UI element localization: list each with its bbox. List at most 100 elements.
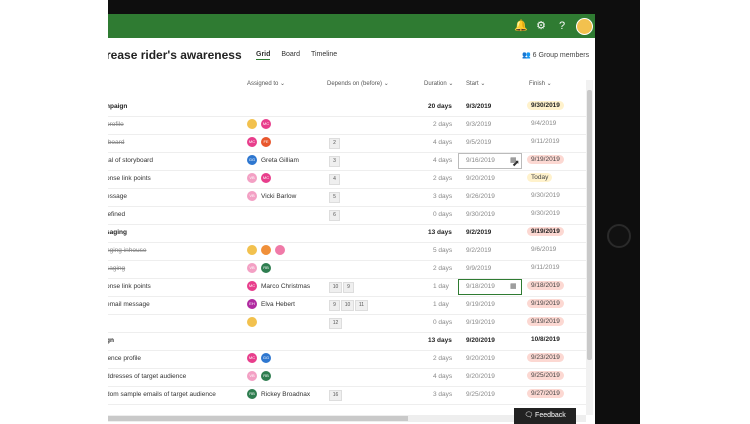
dependency-chip[interactable]: 9 <box>329 300 340 311</box>
start-date-picker[interactable]: ▦ <box>458 153 522 169</box>
start-date[interactable]: 9/19/2019 <box>466 319 495 326</box>
assignee-avatar[interactable] <box>247 245 257 255</box>
dependency-chip[interactable]: 10 <box>329 282 342 293</box>
column-header-finish[interactable]: Finish ⌄ <box>529 81 552 87</box>
start-date[interactable]: 9/20/2019 <box>466 337 495 344</box>
task-name[interactable]: onse link points <box>108 283 151 290</box>
tab-board[interactable]: Board <box>281 51 301 58</box>
column-header-duration[interactable]: Duration ⌄ <box>424 81 454 87</box>
start-date[interactable]: 9/30/2019 <box>466 211 495 218</box>
duration-value[interactable]: 2 days <box>433 265 453 272</box>
help-icon[interactable]: ? <box>558 20 566 32</box>
task-name[interactable]: npaign <box>108 103 128 110</box>
task-name[interactable]: dom sample emails of target audience <box>108 391 216 398</box>
table-row[interactable]: gn 13 days 9/20/2019 10/8/2019 <box>108 332 586 351</box>
duration-value[interactable]: 4 days <box>433 157 453 164</box>
assignee-avatar[interactable]: EH <box>247 299 257 309</box>
user-avatar[interactable] <box>576 18 593 35</box>
assignee-avatar[interactable]: MC <box>247 281 257 291</box>
table-row[interactable]: ral of storyboard GG Greta Gilliam 3 4 days ▦… <box>108 152 586 171</box>
tab-grid[interactable]: Grid <box>256 51 271 60</box>
start-date[interactable]: 9/20/2019 <box>466 373 495 380</box>
column-header-assigned[interactable]: Assigned to ⌄ <box>247 81 286 87</box>
start-date-picker[interactable]: ▦ <box>458 279 522 295</box>
assignee-avatar[interactable]: RB <box>247 389 257 399</box>
start-date[interactable]: 9/19/2019 <box>466 301 495 308</box>
finish-date[interactable]: 9/23/2019 <box>527 353 564 362</box>
column-header-start[interactable]: Start ⌄ <box>466 81 486 87</box>
duration-value[interactable]: 0 days <box>433 319 453 326</box>
finish-date[interactable]: 9/11/2019 <box>531 138 560 145</box>
assignee-avatar[interactable]: MC <box>261 119 271 129</box>
assignee-avatar[interactable]: RB <box>261 371 271 381</box>
task-name[interactable]: ddresses of target audience <box>108 373 187 380</box>
assignee-avatar[interactable]: MC <box>247 353 257 363</box>
dependency-chip[interactable]: 5 <box>329 192 340 203</box>
table-row[interactable]: email message EH Elva Hebert 9 10 11 1 day 9/19… <box>108 296 586 315</box>
finish-date[interactable]: 9/30/2019 <box>531 192 560 199</box>
assignee-avatar[interactable]: RB <box>261 263 271 273</box>
task-name[interactable]: saging <box>108 265 126 272</box>
table-row[interactable]: onse link points VB MC 4 2 days 9/20/2019 Toda… <box>108 170 586 189</box>
finish-date[interactable]: 9/18/2019 <box>527 281 564 290</box>
start-date[interactable]: 9/16/2019 <box>466 157 495 164</box>
table-row[interactable]: saging 13 days 9/2/2019 9/19/2019 <box>108 224 586 243</box>
assignee-avatar[interactable] <box>275 245 285 255</box>
finish-date[interactable]: 9/30/2019 <box>531 210 560 217</box>
dependency-chip[interactable]: 10 <box>341 300 354 311</box>
dependency-chip[interactable]: 6 <box>329 210 340 221</box>
table-row[interactable]: saging VB RB 2 days 9/9/2019 9/11/2019 <box>108 260 586 279</box>
duration-value[interactable]: 3 days <box>433 391 453 398</box>
group-members-button[interactable]: 👥 6 Group members <box>522 51 589 59</box>
finish-date[interactable]: 9/19/2019 <box>527 155 564 164</box>
table-row[interactable]: ddresses of target audience VB RB 4 days 9/2… <box>108 368 586 387</box>
task-name[interactable]: gn <box>108 337 114 344</box>
duration-value[interactable]: 0 days <box>433 211 453 218</box>
tab-timeline[interactable]: Timeline <box>310 51 338 58</box>
calendar-icon[interactable]: ▦ <box>510 157 517 164</box>
table-row[interactable]: ience profile MC GG 2 days 9/20/2019 9/23/201… <box>108 350 586 369</box>
table-row[interactable]: lefined 6 0 days 9/30/2019 9/30/2019 <box>108 206 586 225</box>
duration-value[interactable]: 4 days <box>433 373 453 380</box>
assignee-avatar[interactable]: MC <box>247 137 257 147</box>
duration-value[interactable]: 5 days <box>433 247 453 254</box>
table-row[interactable]: onse link points MC Marco Christmas 10 9 1 da… <box>108 278 586 297</box>
duration-value[interactable]: 2 days <box>433 121 453 128</box>
finish-date[interactable]: 9/4/2019 <box>531 120 557 127</box>
start-date[interactable]: 9/2/2019 <box>466 229 492 236</box>
duration-value[interactable]: 2 days <box>433 355 453 362</box>
dependency-chip[interactable]: 9 <box>343 282 354 293</box>
start-date[interactable]: 9/5/2019 <box>466 139 492 146</box>
bell-icon[interactable]: 🔔 <box>514 20 528 32</box>
finish-date[interactable]: Today <box>527 173 553 182</box>
task-name[interactable]: onse link points <box>108 175 151 182</box>
vertical-scrollbar[interactable] <box>586 80 593 415</box>
calendar-icon[interactable]: ▦ <box>510 283 517 290</box>
duration-value[interactable]: 2 days <box>433 175 453 182</box>
feedback-button[interactable]: 🗨 Feedback <box>514 408 576 424</box>
table-row[interactable]: 12 0 days 9/19/2019 9/19/2019 <box>108 314 586 333</box>
duration-value[interactable]: 20 days <box>428 103 452 110</box>
start-date[interactable]: 9/3/2019 <box>466 121 492 128</box>
horizontal-scrollbar[interactable] <box>108 415 586 422</box>
dependency-chip[interactable]: 2 <box>329 138 340 149</box>
dependency-chip[interactable]: 11 <box>355 300 368 311</box>
task-name[interactable]: lefined <box>108 211 126 218</box>
table-row[interactable]: nging inhouse 5 days 9/2/2019 9/6/2019 <box>108 242 586 261</box>
assignee-avatar[interactable] <box>247 119 257 129</box>
start-date[interactable]: 9/2/2019 <box>466 247 492 254</box>
task-name[interactable]: saging <box>108 229 127 236</box>
duration-value[interactable]: 1 day <box>433 283 449 290</box>
column-header-depends[interactable]: Depends on (before) ⌄ <box>327 81 389 87</box>
start-date[interactable]: 9/25/2019 <box>466 391 495 398</box>
finish-date[interactable]: 9/6/2019 <box>531 246 557 253</box>
task-name[interactable]: essage <box>108 193 127 200</box>
table-row[interactable]: profile MC 2 days 9/3/2019 9/4/2019 <box>108 116 586 135</box>
assignee-avatar[interactable]: VB <box>247 191 257 201</box>
finish-date[interactable]: 9/11/2019 <box>531 264 560 271</box>
task-name[interactable]: tboard <box>108 139 125 146</box>
duration-value[interactable]: 1 day <box>433 301 449 308</box>
assignee-avatar[interactable]: MC <box>261 173 271 183</box>
table-row[interactable]: dom sample emails of target audience RB Ri… <box>108 386 586 405</box>
duration-value[interactable]: 3 days <box>433 193 453 200</box>
